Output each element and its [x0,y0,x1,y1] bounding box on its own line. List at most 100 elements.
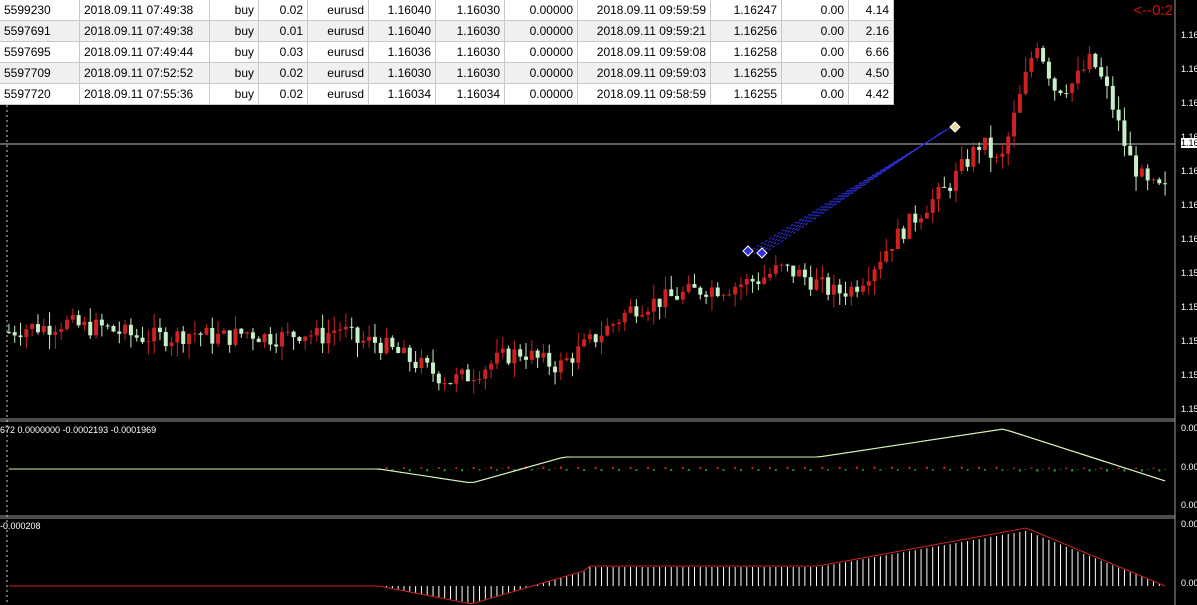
candle-body [1000,153,1005,157]
candle-body [436,373,441,384]
candle-body [709,287,714,297]
candle-body [1157,179,1162,184]
candle-body [773,265,778,274]
candle-body [471,379,476,382]
osma-signal-line [8,527,1166,604]
trade-row[interactable]: 5597695 2018.09.11 07:49:44 buy 0.03 eurusd 1… [0,41,894,63]
candle-body [901,228,906,239]
trade-cell-close-price: 1.16255 [710,83,782,105]
candle-body [1145,168,1150,181]
candle-body [245,332,250,334]
price-axis-label: 1.15 [1181,336,1197,346]
candle-body [727,294,732,296]
candle-body [675,296,680,300]
indicator-axis-label: 0.00 [1181,578,1197,588]
candle-body [297,337,302,341]
trade-cell-open-price: 1.16036 [368,41,436,63]
candle-body [936,186,941,200]
candle-body [895,228,900,250]
candle-body [948,187,953,191]
candle-body [285,331,290,333]
candle-body [99,319,104,326]
trade-cell-open-time: 2018.09.11 07:49:38 [79,20,210,42]
candle-body [1070,83,1075,94]
trade-cell-sl: 1.16034 [435,83,505,105]
price-axis-label: 1.16 [1181,132,1197,142]
trade-row[interactable]: 5597720 2018.09.11 07:55:36 buy 0.02 eurusd 1… [0,83,894,105]
candle-body [401,347,406,354]
candle-body [930,199,935,213]
candle-body [907,213,912,239]
candle-body [123,324,128,334]
candle-body [721,295,726,297]
trade-cell-symbol: eurusd [307,20,369,42]
candle-body [134,335,139,338]
candle-body [355,327,360,343]
candle-body [1122,120,1127,146]
candle-body [303,336,308,341]
candle-body [872,269,877,282]
trade-cell-profit: 4.42 [848,83,894,105]
candle-body [738,284,743,288]
candle-body [750,278,755,282]
candle-body [802,269,807,278]
candle-body [1110,85,1115,110]
candle-body [1116,109,1121,121]
candle-body [744,278,749,285]
candle-body [634,306,639,317]
trade-cell-open-time: 2018.09.11 07:49:38 [79,0,210,21]
trade-cell-open-price: 1.16040 [368,20,436,42]
candle-body [442,383,447,385]
trade-row[interactable]: 5597691 2018.09.11 07:49:38 buy 0.01 eurusd 1… [0,20,894,42]
candle-body [512,349,517,364]
candle-body [506,348,511,364]
candle-body [47,325,52,335]
price-axis-label: 1.16 [1181,234,1197,244]
candle-body [564,358,569,361]
indicator-axis-label: 0.00 [1181,423,1197,433]
candle-body [890,249,895,252]
candle-body [959,159,964,171]
candle-body [349,326,354,328]
current-price-label: 1.16 [1181,138,1197,148]
candle-body [1128,145,1133,156]
candle-body [227,330,232,345]
trade-cell-profit: 2.16 [848,20,894,42]
candle-body [157,327,162,333]
candle-body [192,333,197,335]
candle-body [953,170,958,191]
candle-body [419,357,424,369]
candle-body [971,146,976,167]
candle-body [483,369,488,379]
candle-body [1046,61,1051,79]
candle-body [448,383,453,385]
price-axis-label: 1.16 [1181,64,1197,74]
price-axis-label: 1.15 [1181,404,1197,414]
trade-lines [742,121,961,259]
candle-body [698,287,703,295]
trade-cell-open-price: 1.16030 [368,62,436,84]
trade-row[interactable]: 5597709 2018.09.11 07:52:52 buy 0.02 eurusd 1… [0,62,894,84]
candle-body [669,289,674,297]
price-axis-label: 1.16 [1181,30,1197,40]
candle-body [1081,69,1086,71]
candle-body [210,327,215,344]
candle-body [1029,57,1034,72]
trade-cell-size: 0.02 [258,83,308,105]
candle-body [756,281,761,284]
candle-body [384,337,389,354]
candle-body [523,356,528,360]
trade-row[interactable]: 5599230 2018.09.11 07:49:38 buy 0.02 eurusd 1… [0,0,894,21]
candle-body [413,361,418,369]
candle-body [320,327,325,344]
candle-body [268,334,273,345]
price-axis-label: 1.16 [1181,166,1197,176]
candle-body [762,277,767,284]
trade-cell-sl: 1.16030 [435,20,505,42]
candle-body [866,281,871,286]
price-axis-label: 1.15 [1181,370,1197,380]
candle-body [460,369,465,375]
candle-body [59,329,64,332]
